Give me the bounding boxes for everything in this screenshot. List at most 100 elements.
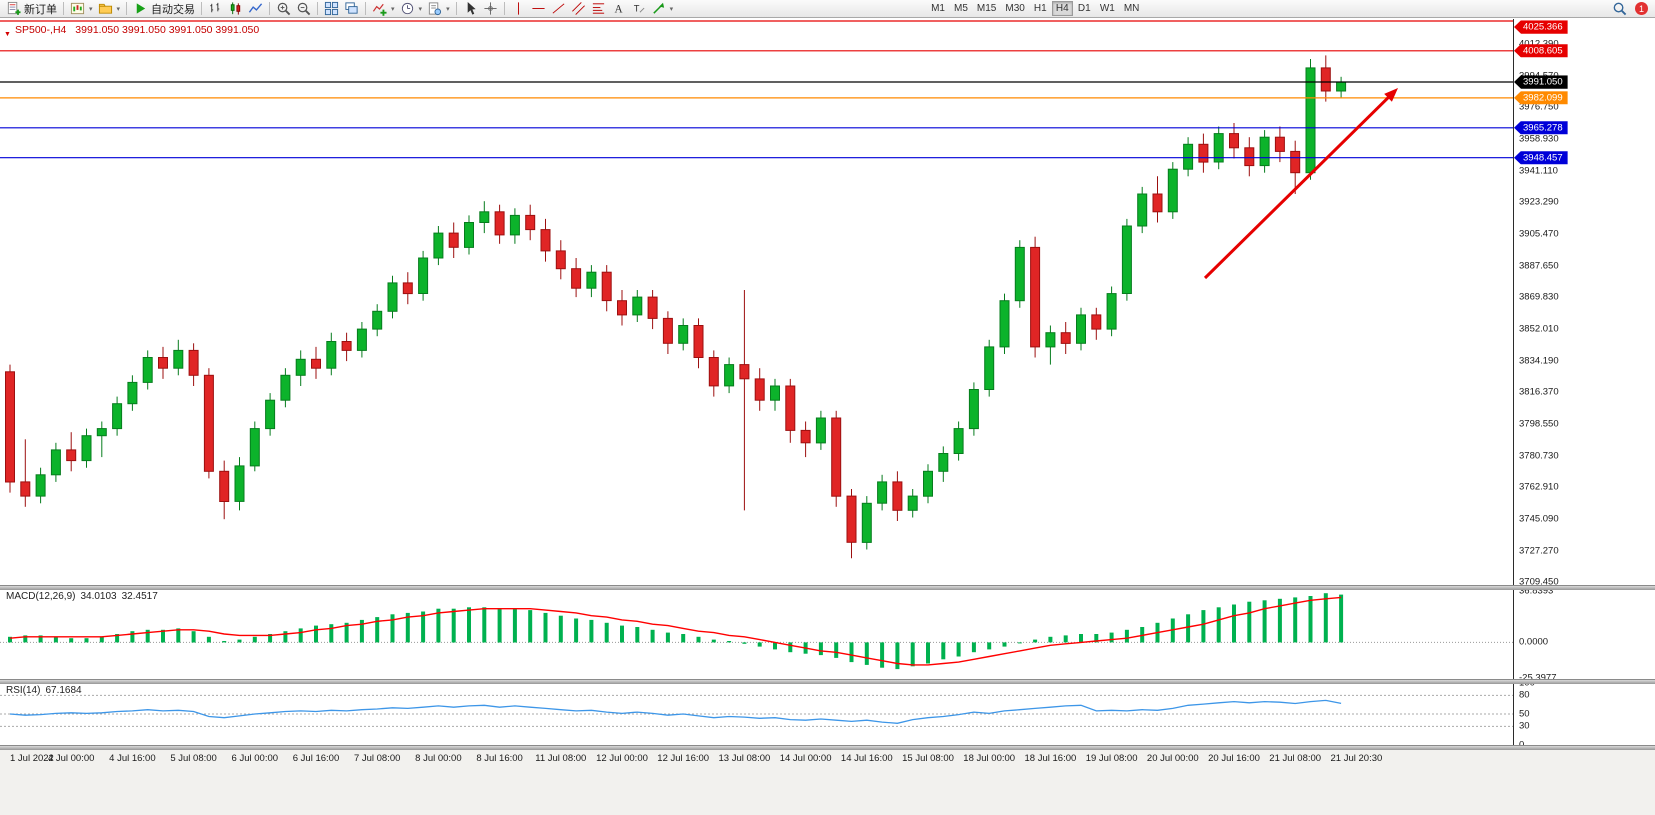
price-tick-label: 4012.390	[1519, 38, 1559, 50]
macd-histogram-bar	[1339, 594, 1344, 643]
text-button[interactable]: A	[609, 1, 628, 17]
macd-histogram-bar	[53, 636, 58, 643]
trend-arrow-head[interactable]	[1384, 88, 1398, 102]
macd-histogram-bar	[1201, 610, 1206, 643]
macd-histogram-bar	[987, 642, 992, 650]
arrows-button[interactable]: ▾	[649, 1, 676, 17]
price-tick-label: 3709.450	[1519, 576, 1559, 588]
macd-histogram-bar	[161, 629, 165, 643]
macd-chart	[0, 593, 1513, 670]
time-axis-label: 18 Jul 00:00	[963, 753, 1016, 764]
timeframe-h1-button[interactable]: H1	[1030, 1, 1051, 16]
notifications-badge[interactable]: 1	[1635, 2, 1648, 15]
macd-scale-label: -25.3977	[1519, 672, 1557, 684]
time-axis-label: 20 Jul 16:00	[1208, 753, 1260, 764]
candle	[1121, 225, 1132, 294]
macd-histogram-bar	[344, 622, 349, 643]
templates-icon	[428, 2, 442, 16]
candle	[1137, 193, 1148, 227]
dropdown-caret-icon: ▾	[669, 5, 674, 13]
candle	[601, 271, 612, 302]
cascade-windows-button[interactable]	[342, 1, 361, 17]
candle	[1198, 143, 1209, 163]
timeframe-d1-button[interactable]: D1	[1074, 1, 1095, 16]
price-level-badge: 3982.099	[1514, 91, 1568, 105]
vertical-line-button[interactable]	[509, 1, 528, 17]
horizontal-line-button[interactable]	[529, 1, 548, 17]
macd-histogram-bar	[1002, 642, 1007, 647]
candle	[938, 453, 949, 472]
trendline-button[interactable]	[549, 1, 568, 17]
rsi-label: RSI(14) 67.1684	[6, 685, 87, 696]
tile-windows-button[interactable]	[322, 1, 341, 17]
candle	[1076, 314, 1086, 344]
candle	[311, 358, 321, 369]
profiles-button[interactable]: ▾	[96, 1, 123, 17]
fibonacci-button[interactable]	[589, 1, 608, 17]
time-axis[interactable]: 1 Jul 2022 4 Jul 00:00 4 Jul 16:00 5 Jul 08…	[0, 748, 1655, 815]
timeframe-mn-button[interactable]: MN	[1120, 1, 1144, 16]
rsi-pane[interactable]: RSI(14) 67.1684	[0, 683, 1514, 745]
templates-button[interactable]: ▾	[425, 1, 452, 17]
candle	[96, 428, 107, 437]
toolbar-separator	[317, 2, 319, 15]
macd-histogram-bar	[99, 636, 104, 643]
trendline-icon	[552, 3, 565, 14]
price-axis[interactable]: 4012.3903994.5703976.7503958.9303941.110…	[1514, 19, 1655, 748]
bar-chart-mode-button[interactable]	[206, 1, 225, 17]
periods-button[interactable]: ▾	[398, 1, 425, 17]
timeframe-toolbar: M1 M5 M15 M30 H1 H4 D1 W1 MN	[927, 1, 1143, 16]
channel-button[interactable]	[569, 1, 588, 17]
timeframe-m15-button[interactable]: M15	[973, 1, 1000, 16]
candle	[1274, 136, 1285, 152]
indicators-button[interactable]: ▾	[370, 1, 397, 17]
pane-resize-separator[interactable]	[0, 679, 1655, 684]
new-chart-button[interactable]: ▾	[68, 1, 95, 17]
macd-pane[interactable]: MACD(12,26,9) 34.0103 32.4517	[0, 589, 1514, 679]
search-button[interactable]	[1610, 1, 1629, 17]
time-axis-label: 7 Jul 08:00	[353, 753, 401, 764]
price-tick-label: 3976.750	[1519, 101, 1559, 113]
candle	[999, 300, 1010, 348]
line-chart-mode-button[interactable]	[246, 1, 265, 17]
macd-histogram-bar	[635, 627, 640, 643]
candlestick-mode-button[interactable]	[226, 1, 245, 17]
candle	[112, 403, 123, 430]
main-chart-pane[interactable]: ▼ SP500-,H4 3991.050 3991.050 3991.050 3…	[0, 19, 1514, 585]
macd-histogram-bar	[1079, 634, 1083, 643]
pane-resize-separator[interactable]	[0, 585, 1655, 590]
chart-header: ▼ SP500-,H4 3991.050 3991.050 3991.050 3…	[4, 24, 265, 38]
candle	[861, 502, 872, 543]
timeframe-h4-button[interactable]: H4	[1051, 1, 1073, 16]
crosshair-button[interactable]	[481, 1, 500, 17]
pane-resize-separator[interactable]	[0, 745, 1655, 750]
macd-histogram-bar	[1262, 600, 1267, 643]
timeframe-w1-button[interactable]: W1	[1096, 1, 1119, 16]
autotrade-button[interactable]: 自动交易	[131, 1, 197, 17]
candles-chart-icon	[230, 2, 241, 15]
crosshair-icon	[483, 2, 497, 15]
candle	[632, 296, 643, 316]
chart-window-icon	[70, 2, 85, 15]
macd-histogram-bar	[604, 622, 609, 643]
zoom-out-button[interactable]	[294, 1, 313, 17]
trend-arrow-line[interactable]	[1203, 92, 1394, 280]
toolbar-spacer	[676, 8, 926, 9]
candle	[1244, 147, 1255, 167]
rsi-value: 67.1684	[45, 685, 82, 696]
cursor-button[interactable]	[461, 1, 480, 17]
candle	[66, 449, 77, 462]
timeframe-m30-button[interactable]: M30	[1001, 1, 1028, 16]
timeframe-m5-button[interactable]: M5	[950, 1, 972, 16]
timeframe-m1-button[interactable]: M1	[927, 1, 949, 16]
macd-histogram-bar	[283, 631, 288, 643]
label-icon: T	[633, 3, 645, 13]
new-order-button[interactable]: 新订单	[4, 1, 59, 17]
candle	[571, 268, 582, 289]
price-tick-label: 3923.290	[1519, 196, 1559, 208]
zoom-in-button[interactable]	[274, 1, 293, 17]
macd-histogram-bar	[589, 619, 594, 643]
label-button[interactable]: T	[629, 1, 648, 17]
candle	[708, 357, 719, 387]
profiles-icon	[98, 3, 112, 14]
